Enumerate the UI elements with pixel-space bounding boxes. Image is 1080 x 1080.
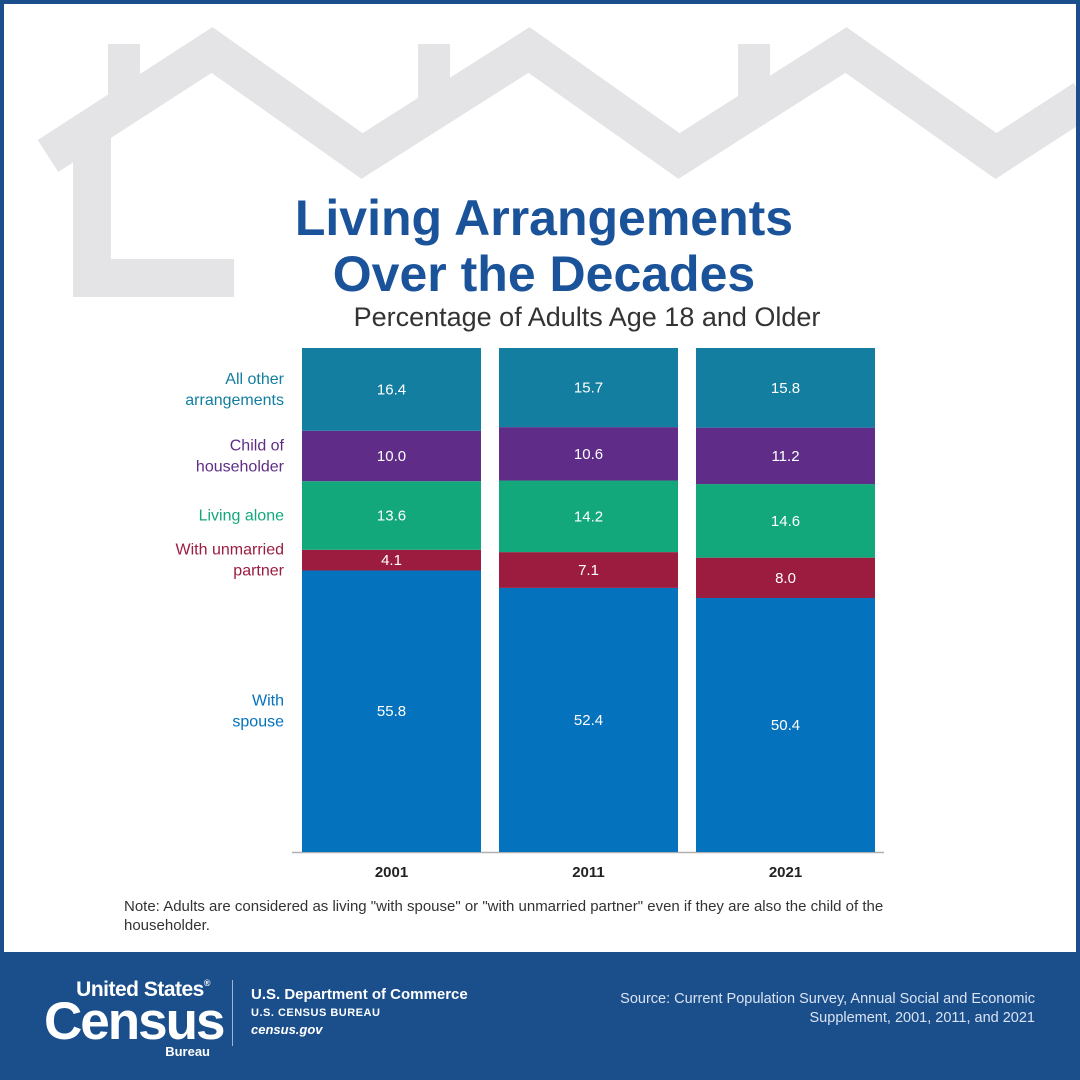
footer: United States® Census Bureau U.S. Depart… [0,956,1080,1080]
x-tick-label-2021: 2021 [769,864,802,881]
bar-2021-living-alone [696,484,875,558]
stacked-bar-chart: 55.8 4.1 13.6 10.0 16.4 2001 52.4 7.1 14.2 10.6 15… [176,348,884,881]
house-roof-pattern [37,27,1076,297]
logo-united-states-text: United States [76,978,204,1001]
legend-label-all-other-arrangements: All other arrangements [185,371,284,409]
data-label-2021-child-of-householder: 11.2 [771,448,799,465]
bar-2021-all-other-arrangements [696,348,875,428]
chart-subtitle: Percentage of Adults Age 18 and Older [353,302,821,332]
logo-census: Census [44,992,225,1051]
legend-label-line: Child of [230,437,285,454]
legend-label-line: partner [233,563,284,580]
data-label-2011-child-of-householder: 10.6 [574,446,603,463]
data-label-2001-living-alone: 13.6 [377,507,406,524]
data-label-2021-all-other-arrangements: 15.8 [771,380,800,397]
legend-label-with-unmarried-partner: With unmarried partner [176,542,285,580]
bar-2001-living-alone [302,481,481,550]
legend-label-child-of-householder: Child of householder [196,437,285,475]
department-name: U.S. Department of Commerce [251,986,468,1003]
logo-united-states: United States® [76,978,210,1002]
legend-label-line: With unmarried [176,542,284,559]
bar-2001-with-spouse [302,570,481,852]
data-label-2001-with-spouse: 55.8 [377,703,406,720]
legend-label-with-spouse: With spouse [232,693,284,731]
bar-2001-with-unmarried-partner [302,549,481,571]
data-label-2011-with-unmarried-partner: 7.1 [578,562,599,579]
data-label-2021-with-spouse: 50.4 [771,717,800,734]
chart-note: Note: Adults are considered as living "w… [124,898,884,934]
website-link[interactable]: census.gov [251,1022,323,1037]
bar-2021-child-of-householder [696,427,875,485]
title-line-2: Over the Decades [332,246,756,302]
bar-2011-with-spouse [499,587,678,852]
legend-label-line: spouse [232,714,284,731]
data-label-2001-with-unmarried-partner: 4.1 [381,552,402,569]
chart-title: Living Arrangements Over the Decades [4,190,1076,302]
department-block: U.S. Department of Commerce U.S. CENSUS … [251,986,468,1037]
source-note: Source: Current Population Survey, Annua… [620,991,1035,1026]
title-line-1: Living Arrangements [294,190,794,246]
census-logo: United States® Census Bureau [44,978,234,1059]
bureau-name: U.S. CENSUS BUREAU [251,1007,381,1019]
data-label-2011-with-spouse: 52.4 [574,712,603,729]
data-label-2011-all-other-arrangements: 15.7 [574,380,603,397]
data-label-2011-living-alone: 14.2 [574,508,603,525]
bar-2011-with-unmarried-partner [499,552,678,588]
data-label-2001-child-of-householder: 10.0 [377,448,406,465]
bar-2001-all-other-arrangements [302,348,481,431]
data-label-2021-with-unmarried-partner: 8.0 [775,570,796,587]
legend-label-living-alone: Living alone [199,507,285,524]
bar-2021-with-unmarried-partner [696,557,875,598]
logo-bureau: Bureau [165,1044,210,1059]
legend-label-line: With [252,693,284,710]
legend-label-line: All other [225,371,284,388]
bar-2011-child-of-householder [499,427,678,481]
x-tick-label-2001: 2001 [375,864,408,881]
x-tick-label-2011: 2011 [572,864,605,881]
logo-registered-mark: ® [203,978,211,988]
footer-divider [232,980,233,1046]
bar-2011-all-other-arrangements [499,348,678,428]
bar-2011-living-alone [499,480,678,553]
data-label-2001-all-other-arrangements: 16.4 [377,381,406,398]
data-label-2021-living-alone: 14.6 [771,513,800,530]
bar-2021-with-spouse [696,597,875,852]
bar-2001-child-of-householder [302,430,481,482]
legend-label-line: householder [196,458,285,475]
legend-label-line: Living alone [199,507,285,524]
legend-label-line: arrangements [185,392,284,409]
